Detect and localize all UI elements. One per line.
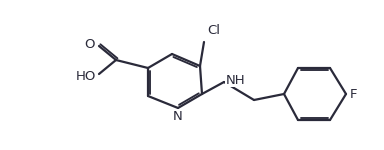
Text: Cl: Cl <box>207 24 220 37</box>
Text: N: N <box>173 110 183 123</box>
Text: F: F <box>350 87 358 100</box>
Text: O: O <box>84 38 95 51</box>
Text: HO: HO <box>76 69 96 82</box>
Text: NH: NH <box>226 74 246 87</box>
